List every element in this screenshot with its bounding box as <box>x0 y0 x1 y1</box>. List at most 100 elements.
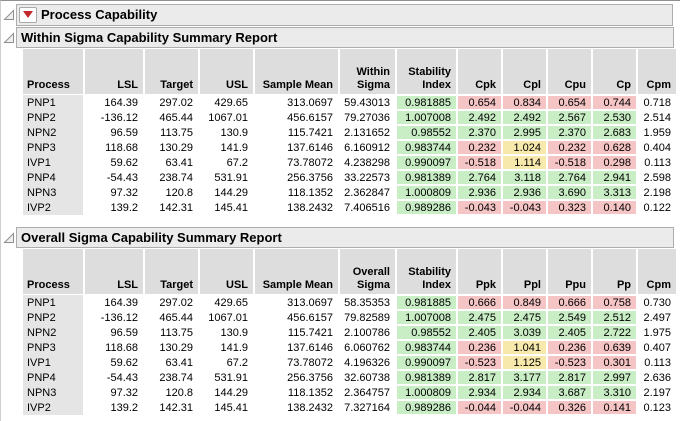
value-cell: 142.31 <box>145 400 200 415</box>
value-cell: 4.196326 <box>340 355 397 370</box>
column-header-within-sigma: Within Sigma <box>340 49 397 94</box>
process-cell: PNP3 <box>23 140 85 155</box>
value-cell: 1.007008 <box>397 310 458 325</box>
value-cell: 59.43013 <box>340 95 397 110</box>
value-cell: 141.9 <box>200 140 255 155</box>
column-header-ppk: Ppk <box>458 249 503 294</box>
value-cell: 465.44 <box>145 310 200 325</box>
value-cell: 3.687 <box>548 385 593 400</box>
value-cell: 141.9 <box>200 340 255 355</box>
value-cell: 0.113 <box>638 355 678 370</box>
value-cell: 1.024 <box>503 140 548 155</box>
value-cell: 2.364757 <box>340 385 397 400</box>
process-cell: NPN3 <box>23 385 85 400</box>
within-section-title-bar[interactable]: Within Sigma Capability Summary Report <box>16 27 674 48</box>
disclosure-triangle-icon[interactable] <box>3 231 15 244</box>
disclosure-triangle-icon[interactable] <box>3 8 15 21</box>
process-cell: PNP2 <box>23 110 85 125</box>
column-header-sample-mean: Sample Mean <box>255 249 340 294</box>
value-cell: 145.41 <box>200 200 255 215</box>
value-cell: 238.74 <box>145 370 200 385</box>
table-row: NPN2 96.59 113.75 130.9 115.7421 2.131652 0.98… <box>23 125 680 140</box>
value-cell: 313.0697 <box>255 95 340 110</box>
value-cell: 2.934 <box>503 385 548 400</box>
value-cell: 429.65 <box>200 95 255 110</box>
value-cell: 456.6157 <box>255 310 340 325</box>
value-cell: 238.74 <box>145 170 200 185</box>
value-cell: 2.997 <box>593 370 638 385</box>
value-cell: 115.7421 <box>255 325 340 340</box>
value-cell: 144.29 <box>200 385 255 400</box>
value-cell: -136.12 <box>85 110 145 125</box>
value-cell: 33.22573 <box>340 170 397 185</box>
table-row: PNP1 164.39 297.02 429.65 313.0697 59.43013 0.… <box>23 95 680 110</box>
value-cell: -0.523 <box>548 355 593 370</box>
value-cell: 0.140 <box>593 200 638 215</box>
value-cell: 1.114 <box>503 155 548 170</box>
value-cell: 139.2 <box>85 200 145 215</box>
value-cell: -0.043 <box>458 200 503 215</box>
red-triangle-icon <box>23 11 33 18</box>
value-cell: 2.817 <box>548 370 593 385</box>
value-cell: 130.9 <box>200 125 255 140</box>
value-cell: 0.236 <box>458 340 503 355</box>
column-header-cpk: Cpk <box>458 49 503 94</box>
process-cell: IVP2 <box>23 200 85 215</box>
value-cell: 130.29 <box>145 340 200 355</box>
value-cell: 0.990097 <box>397 355 458 370</box>
value-cell: 2.817 <box>458 370 503 385</box>
value-cell: 96.59 <box>85 125 145 140</box>
red-triangle-menu-button[interactable] <box>19 6 37 23</box>
value-cell: 6.060762 <box>340 340 397 355</box>
value-cell: 67.2 <box>200 155 255 170</box>
value-cell: -0.044 <box>458 400 503 415</box>
value-cell: -54.43 <box>85 370 145 385</box>
value-cell: 0.983744 <box>397 140 458 155</box>
value-cell: 113.75 <box>145 325 200 340</box>
value-cell: -0.518 <box>548 155 593 170</box>
value-cell: 96.59 <box>85 325 145 340</box>
value-cell: 2.941 <box>593 170 638 185</box>
value-cell: 1.125 <box>503 355 548 370</box>
column-header-stability-index: Stability Index <box>397 249 458 294</box>
value-cell: 2.497 <box>638 310 678 325</box>
value-cell: 531.91 <box>200 370 255 385</box>
value-cell: 0.730 <box>638 295 678 310</box>
process-cell: NPN2 <box>23 125 85 140</box>
value-cell: 59.62 <box>85 355 145 370</box>
value-cell: 2.370 <box>458 125 503 140</box>
value-cell: -0.043 <box>503 200 548 215</box>
column-header-overall-sigma: Overall Sigma <box>340 249 397 294</box>
value-cell: 7.327164 <box>340 400 397 415</box>
value-cell: 59.62 <box>85 155 145 170</box>
value-cell: 0.301 <box>593 355 638 370</box>
table-row: NPN3 97.32 120.8 144.29 118.1352 2.364757 1.00… <box>23 385 680 400</box>
table-row: PNP1 164.39 297.02 429.65 313.0697 58.35353 0.… <box>23 295 680 310</box>
value-cell: 0.981389 <box>397 370 458 385</box>
value-cell: 2.598 <box>638 170 678 185</box>
report-title-bar: Process Capability <box>16 3 673 26</box>
overall-section-title-bar[interactable]: Overall Sigma Capability Summary Report <box>16 227 674 248</box>
value-cell: 0.98552 <box>397 125 458 140</box>
value-cell: 79.82589 <box>340 310 397 325</box>
value-cell: 1067.01 <box>200 310 255 325</box>
column-header-cp: Cp <box>593 49 638 94</box>
value-cell: 0.654 <box>458 95 503 110</box>
value-cell: 0.654 <box>548 95 593 110</box>
value-cell: 2.512 <box>593 310 638 325</box>
value-cell: 0.981389 <box>397 170 458 185</box>
value-cell: 137.6146 <box>255 340 340 355</box>
value-cell: 2.934 <box>458 385 503 400</box>
value-cell: 0.639 <box>593 340 638 355</box>
disclosure-triangle-icon[interactable] <box>3 31 15 44</box>
process-cell: PNP3 <box>23 340 85 355</box>
value-cell: 2.567 <box>548 110 593 125</box>
value-cell: 3.313 <box>593 185 638 200</box>
value-cell: 164.39 <box>85 295 145 310</box>
value-cell: 256.3756 <box>255 370 340 385</box>
value-cell: 1.975 <box>638 325 678 340</box>
process-cell: PNP4 <box>23 170 85 185</box>
value-cell: 120.8 <box>145 185 200 200</box>
column-header-sample-mean: Sample Mean <box>255 49 340 94</box>
table-row: PNP3 118.68 130.29 141.9 137.6146 6.060762 0.9… <box>23 340 680 355</box>
